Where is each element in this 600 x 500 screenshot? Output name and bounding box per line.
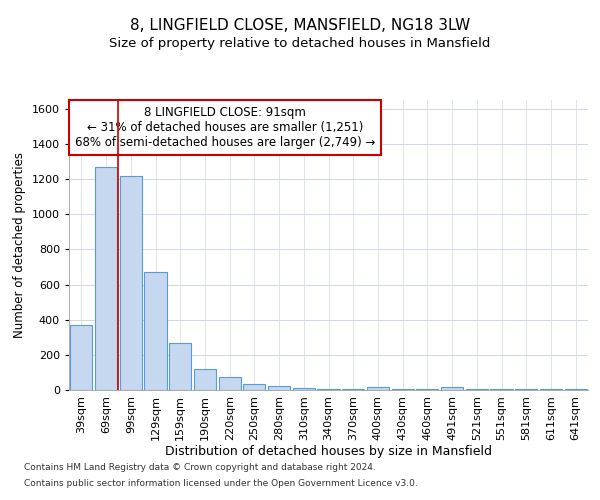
- Bar: [95, 167, 117, 390]
- X-axis label: Distribution of detached houses by size in Mansfield: Distribution of detached houses by size …: [165, 446, 492, 458]
- Text: Contains HM Land Registry data © Crown copyright and database right 2024.: Contains HM Land Registry data © Crown c…: [24, 464, 376, 472]
- Bar: [169, 342, 191, 390]
- Bar: [441, 388, 463, 390]
- Text: Size of property relative to detached houses in Mansfield: Size of property relative to detached ho…: [109, 38, 491, 51]
- Bar: [194, 369, 216, 390]
- Bar: [392, 389, 414, 390]
- Bar: [218, 377, 241, 390]
- Text: 8 LINGFIELD CLOSE: 91sqm
← 31% of detached houses are smaller (1,251)
68% of sem: 8 LINGFIELD CLOSE: 91sqm ← 31% of detach…: [74, 106, 375, 149]
- Text: 8, LINGFIELD CLOSE, MANSFIELD, NG18 3LW: 8, LINGFIELD CLOSE, MANSFIELD, NG18 3LW: [130, 18, 470, 32]
- Bar: [293, 388, 315, 390]
- Bar: [243, 384, 265, 390]
- Text: Contains public sector information licensed under the Open Government Licence v3: Contains public sector information licen…: [24, 478, 418, 488]
- Bar: [317, 388, 340, 390]
- Bar: [145, 272, 167, 390]
- Bar: [119, 176, 142, 390]
- Y-axis label: Number of detached properties: Number of detached properties: [13, 152, 26, 338]
- Bar: [268, 386, 290, 390]
- Bar: [367, 388, 389, 390]
- Bar: [342, 389, 364, 390]
- Bar: [70, 325, 92, 390]
